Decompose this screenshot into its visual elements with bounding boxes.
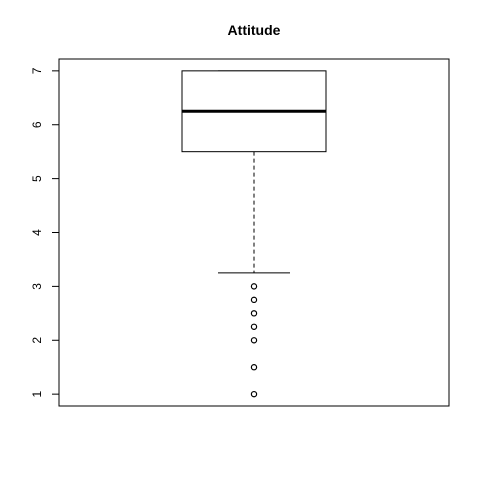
boxplot-group	[181, 70, 327, 398]
outlier-point	[250, 310, 258, 317]
chart-title: Attitude	[228, 22, 281, 38]
outlier-point	[250, 337, 258, 344]
outlier-point	[250, 296, 258, 304]
outlier-point	[250, 323, 258, 330]
outlier-point	[250, 364, 258, 371]
outlier-point	[250, 283, 258, 290]
y-tick-label: 3	[30, 283, 44, 290]
y-tick-label: 2	[30, 337, 44, 344]
y-tick-label: 4	[30, 229, 44, 236]
y-tick-label: 7	[30, 67, 44, 74]
outlier-point	[250, 390, 258, 398]
y-tick-label: 5	[30, 175, 44, 182]
y-tick-label: 1	[30, 390, 44, 397]
y-axis-ticks: 1 2 3 4 5 6 7	[30, 67, 59, 397]
y-tick-label: 6	[30, 121, 44, 128]
